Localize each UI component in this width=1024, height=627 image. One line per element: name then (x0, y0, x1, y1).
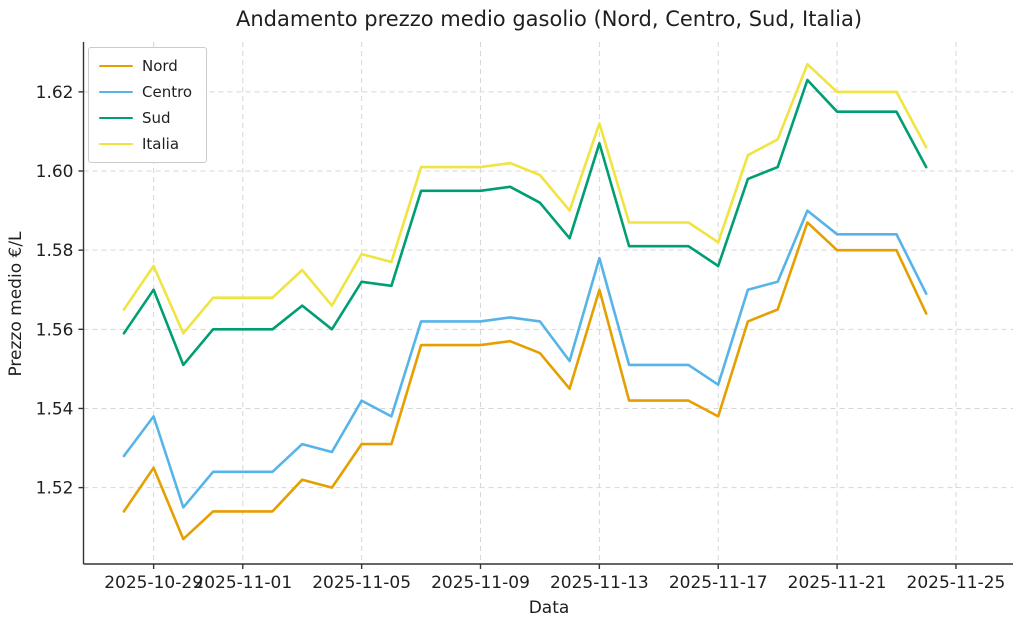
x-tick-label: 2025-11-21 (788, 573, 887, 593)
y-tick-label: 1.60 (36, 162, 74, 182)
legend-item-sud: Sud (99, 107, 192, 129)
x-tick-label: 2025-11-09 (431, 573, 530, 593)
y-tick-label: 1.54 (36, 399, 74, 419)
chart-title: Andamento prezzo medio gasolio (Nord, Ce… (235, 7, 863, 31)
centro-line-swatch (99, 91, 133, 93)
legend-label-sud: Sud (142, 109, 171, 127)
legend-item-nord: Nord (99, 55, 192, 77)
y-tick-label: 1.52 (36, 479, 74, 499)
nord-line-swatch (99, 65, 133, 67)
x-tick-label: 2025-11-01 (193, 573, 292, 593)
legend-label-centro: Centro (142, 83, 193, 101)
x-tick-label: 2025-11-25 (907, 573, 1006, 593)
series-line-sud (122, 78, 928, 367)
y-tick-label: 1.58 (36, 241, 74, 261)
x-axis-label: Data (528, 598, 570, 618)
legend: Nord Centro Sud Italia (88, 47, 208, 163)
x-tick-label: 2025-11-05 (312, 573, 411, 593)
x-tick-label: 2025-10-29 (104, 573, 203, 593)
series-line-italia (122, 62, 928, 335)
y-tick-label: 1.62 (36, 83, 74, 103)
y-tick-label: 1.56 (36, 320, 74, 340)
x-tick-label: 2025-11-13 (550, 573, 649, 593)
series-line-nord (122, 221, 928, 541)
x-tick-label: 2025-11-17 (669, 573, 768, 593)
legend-item-italia: Italia (99, 133, 192, 155)
legend-label-italia: Italia (142, 135, 180, 153)
legend-item-centro: Centro (99, 81, 192, 103)
series-line-centro (122, 209, 928, 509)
sud-line-swatch (99, 117, 133, 119)
y-axis-label: Prezzo medio €/L (6, 231, 26, 377)
legend-label-nord: Nord (142, 57, 178, 75)
italia-line-swatch (99, 143, 133, 145)
